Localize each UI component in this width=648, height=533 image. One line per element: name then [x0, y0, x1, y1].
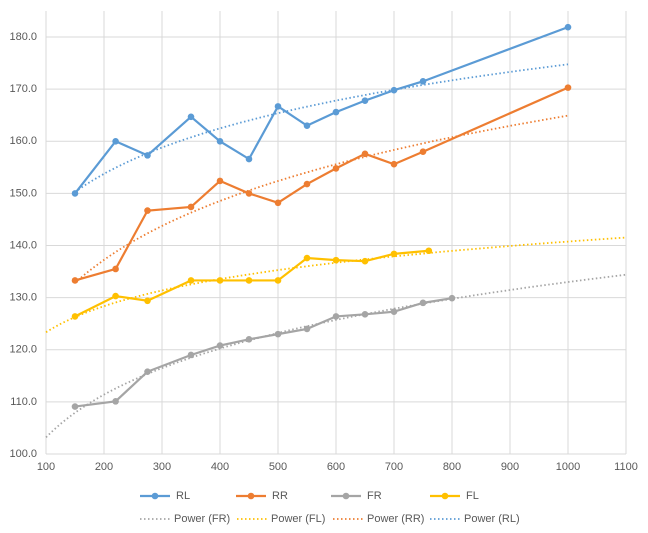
data-point — [112, 265, 119, 273]
data-point — [361, 150, 369, 158]
legend-marker — [151, 492, 159, 500]
data-point — [425, 247, 433, 255]
data-point — [71, 277, 79, 284]
x-tick-label: 200 — [95, 461, 113, 473]
data-point — [303, 122, 311, 129]
x-tick-label: 400 — [211, 461, 229, 473]
x-tick-label: 500 — [269, 461, 287, 473]
data-point — [112, 137, 119, 145]
x-tick-label: 800 — [443, 461, 461, 473]
legend-marker — [247, 492, 255, 500]
trendline — [45, 273, 627, 438]
data-point — [361, 257, 369, 265]
data-point — [71, 403, 79, 410]
y-tick-label: 150.0 — [9, 187, 37, 199]
trendline — [74, 63, 569, 193]
y-tick-label: 120.0 — [9, 344, 37, 356]
data-point — [303, 254, 311, 262]
data-point — [216, 277, 224, 284]
data-point — [144, 368, 151, 375]
y-tick-label: 180.0 — [9, 31, 37, 43]
data-point — [390, 250, 398, 258]
data-point — [303, 325, 311, 333]
data-point — [187, 203, 195, 211]
data-point — [361, 97, 369, 104]
data-point — [303, 180, 311, 188]
data-point — [390, 86, 398, 94]
x-tick-label: 600 — [327, 461, 345, 473]
data-point — [564, 84, 572, 91]
x-tick-label: 700 — [385, 461, 403, 473]
data-point — [419, 299, 427, 307]
data-point — [390, 160, 398, 168]
data-point — [187, 113, 195, 121]
y-tick-label: 170.0 — [9, 83, 37, 95]
trendline — [74, 114, 569, 284]
legend-marker — [342, 492, 350, 500]
y-tick-label: 140.0 — [9, 239, 37, 251]
series-line — [74, 26, 569, 195]
data-point — [245, 190, 253, 197]
data-point — [448, 294, 456, 302]
data-point — [274, 277, 282, 284]
data-point — [245, 155, 253, 163]
y-tick-label: 130.0 — [9, 292, 37, 304]
data-point — [332, 165, 340, 172]
data-point — [112, 398, 119, 405]
data-point — [245, 336, 253, 343]
x-tick-label: 1000 — [556, 461, 580, 473]
data-point — [332, 313, 340, 320]
y-tick-label: 110.0 — [10, 396, 37, 408]
x-tick-label: 1100 — [614, 461, 638, 473]
legend-label: Power (FR) — [174, 513, 230, 525]
data-point — [274, 330, 282, 338]
legend-label: FR — [367, 490, 382, 502]
data-point — [390, 308, 398, 316]
data-point — [187, 277, 195, 284]
x-tick-label: 900 — [501, 461, 519, 473]
series-line — [74, 86, 569, 282]
data-point — [216, 137, 224, 145]
data-point — [274, 199, 282, 207]
data-point — [71, 190, 79, 197]
legend-label: RL — [176, 490, 190, 502]
y-tick-label: 160.0 — [9, 135, 37, 147]
legend-label: FL — [466, 490, 479, 502]
data-point — [144, 207, 151, 214]
data-point — [361, 311, 369, 318]
legend-label: Power (RR) — [367, 513, 424, 525]
data-point — [144, 297, 151, 305]
data-point — [112, 292, 119, 300]
data-point — [245, 277, 253, 284]
x-tick-label: 100 — [37, 461, 55, 473]
legend-label: Power (RL) — [464, 513, 520, 525]
data-point — [419, 148, 427, 156]
data-point — [144, 152, 151, 159]
data-point — [332, 108, 340, 116]
data-point — [274, 103, 282, 110]
data-point — [216, 342, 224, 349]
data-point — [564, 23, 572, 31]
x-tick-label: 300 — [153, 461, 171, 473]
legend-label: RR — [272, 490, 288, 502]
data-point — [332, 256, 340, 264]
series-line — [74, 249, 429, 318]
data-point — [216, 177, 224, 185]
data-point — [71, 313, 79, 320]
y-tick-label: 100.0 — [9, 448, 37, 460]
legend-label: Power (FL) — [271, 513, 325, 525]
data-point — [419, 78, 427, 85]
data-point — [187, 351, 195, 359]
legend-marker — [441, 492, 449, 500]
